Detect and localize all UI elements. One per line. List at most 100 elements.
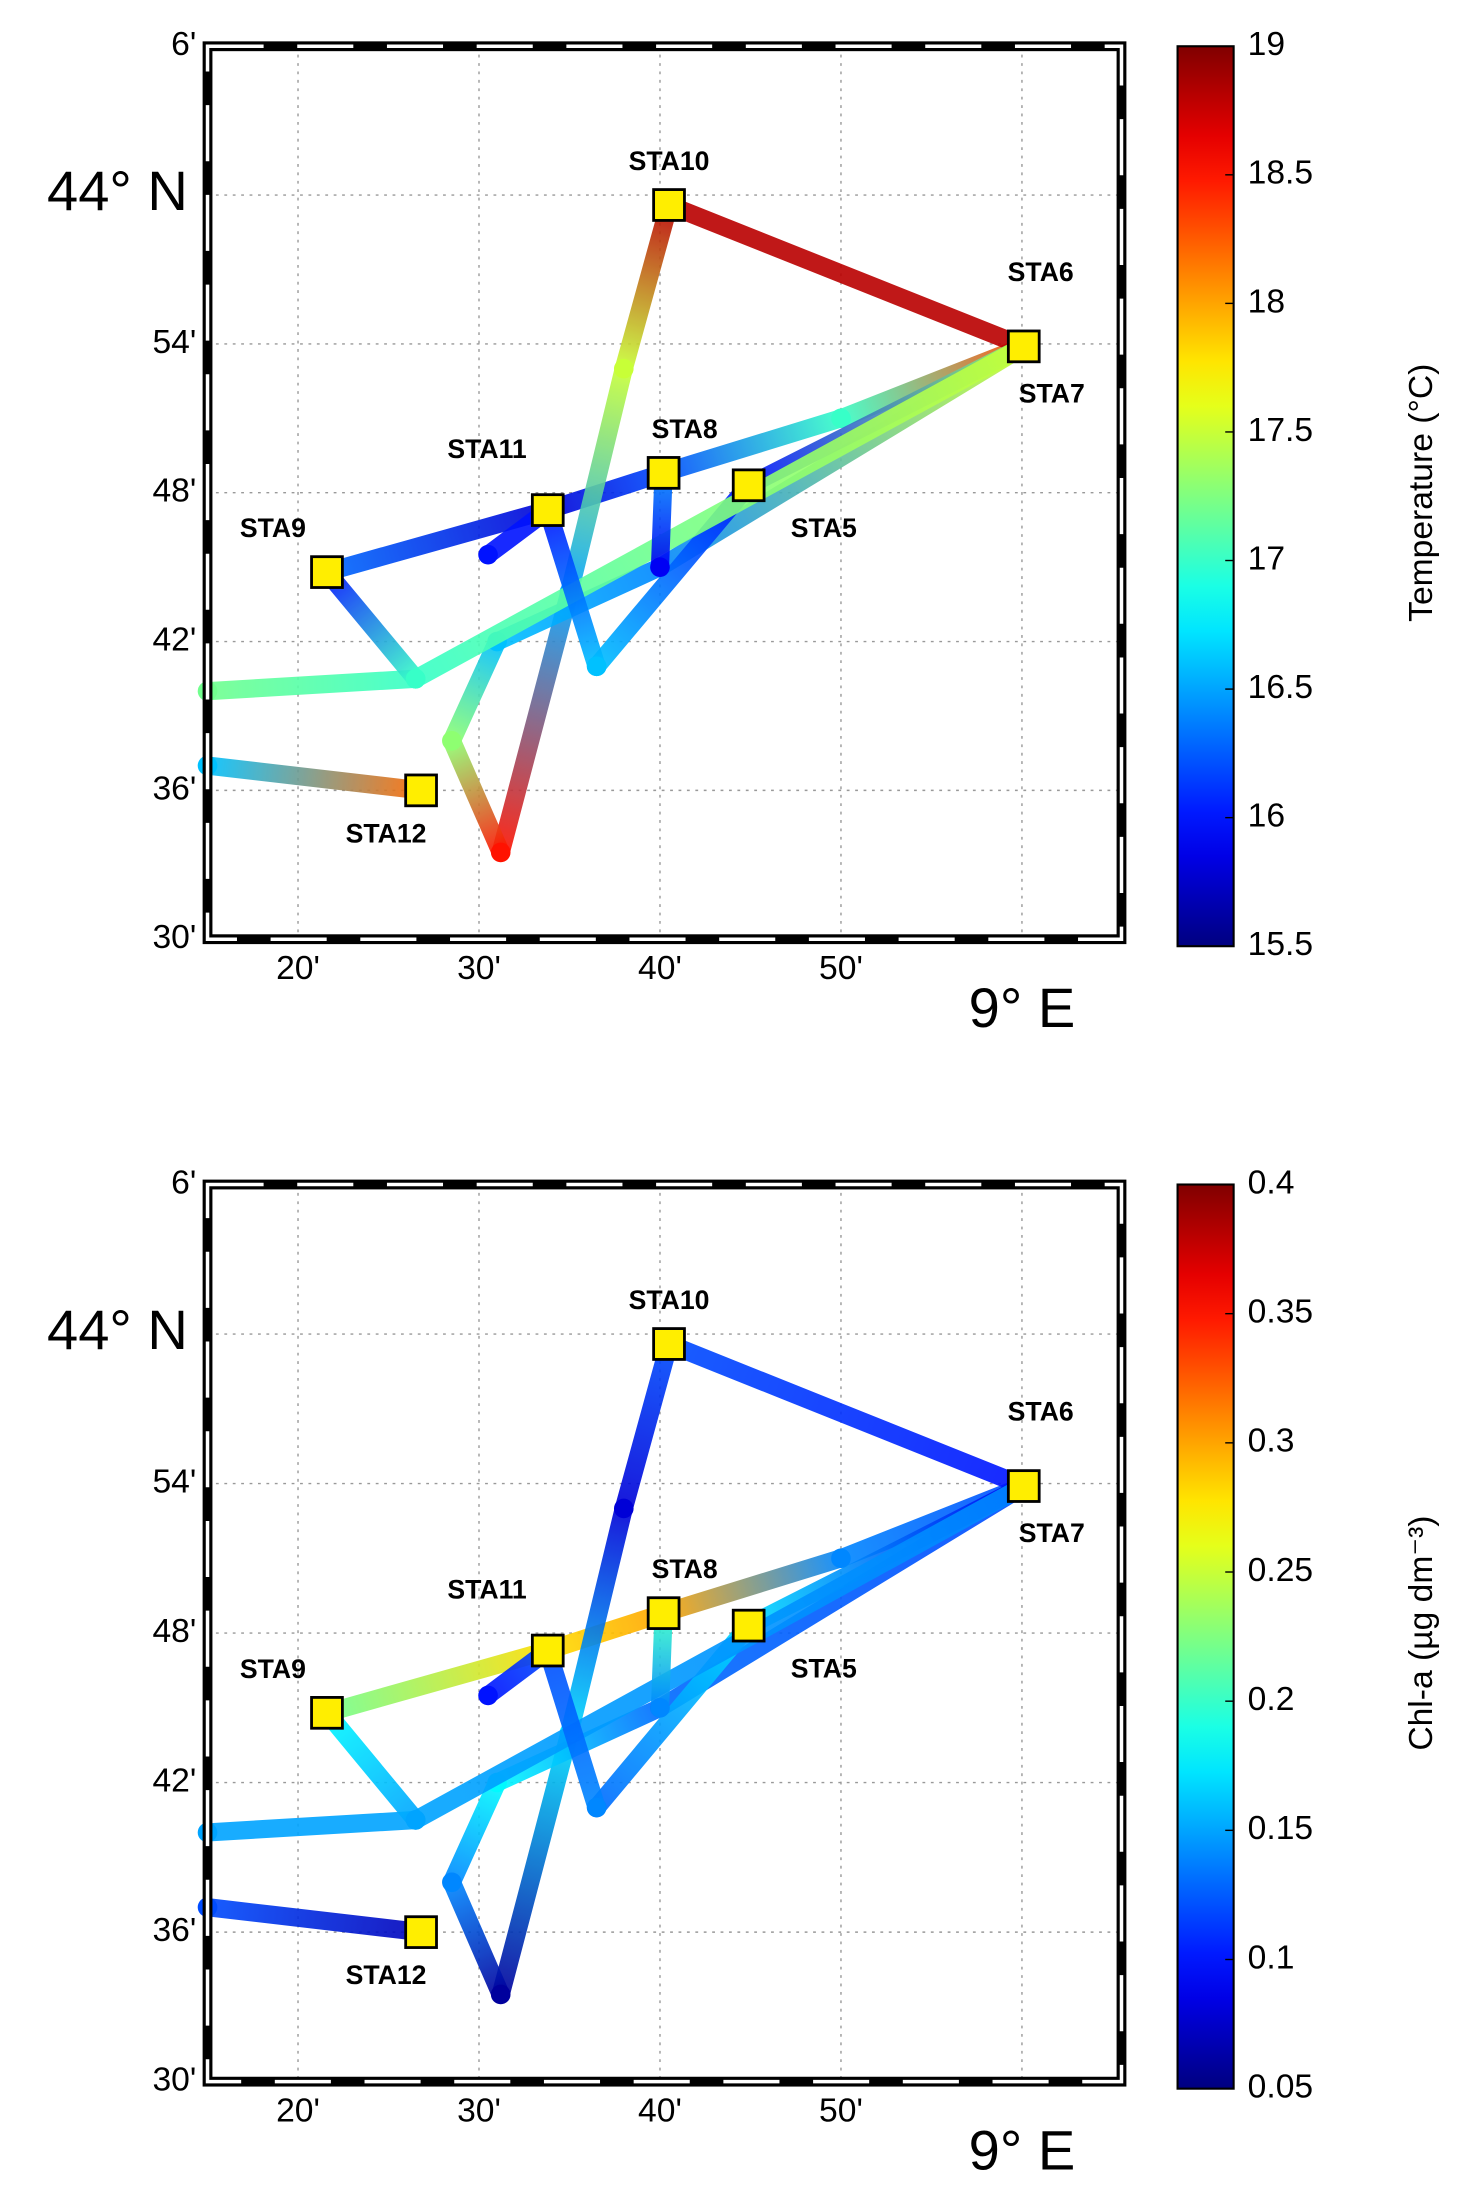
colorbar-tick-label: 15.5 (1248, 926, 1313, 963)
track-point (490, 1984, 511, 2005)
track-point (478, 1685, 498, 1706)
colorbar-tick-label: 18 (1248, 283, 1285, 320)
station-marker (1006, 329, 1041, 364)
station-marker (404, 1915, 438, 1949)
track-point (586, 1797, 607, 1818)
station-label: STA6 (1008, 257, 1074, 287)
track-segment (538, 1641, 606, 1817)
track-segment (317, 1641, 557, 1722)
station-label: STA11 (447, 434, 527, 464)
track-segment (317, 562, 425, 688)
track-segment (538, 500, 606, 676)
station-label: STA7 (1019, 378, 1085, 408)
track-segment (198, 756, 431, 800)
y-tick-label: 44° N (47, 1298, 188, 1361)
colorbar-tick-label: 0.4 (1248, 1164, 1295, 1201)
colorbar (1176, 45, 1235, 948)
colorbar-tick-label: 0.25 (1248, 1552, 1313, 1589)
track-segment (659, 195, 1033, 356)
axes-frame-dash (205, 44, 1124, 941)
station-marker (646, 1596, 681, 1630)
station-label: STA9 (240, 1654, 306, 1684)
track-point (478, 544, 498, 565)
station-marker (731, 468, 766, 503)
track-segment (491, 1723, 579, 2004)
track-segment (614, 1334, 679, 1518)
station-marker (652, 1327, 686, 1361)
track-segment (442, 1873, 510, 2004)
track-point (405, 668, 426, 689)
y-tick-label: 48' (152, 1613, 196, 1650)
station-label: STA5 (791, 1653, 857, 1683)
station-label: STA12 (346, 1960, 427, 1990)
station-label: STA12 (346, 818, 427, 848)
y-tick-label: 36' (152, 1912, 196, 1949)
y-tick-label: 42' (152, 1763, 196, 1800)
colorbar-tick-label: 16.5 (1248, 669, 1313, 706)
station-label: STA9 (240, 513, 306, 543)
station-marker (646, 456, 681, 490)
station-label: STA10 (629, 146, 710, 176)
x-tick-label: 20' (276, 2092, 320, 2129)
track-segment (198, 1898, 431, 1942)
station-marker (1006, 1469, 1041, 1503)
y-tick-label: 54' (152, 1463, 196, 1500)
track-point (405, 1810, 426, 1830)
colorbar-tick-label: 18.5 (1248, 155, 1313, 192)
track-segment (538, 463, 673, 520)
colorbar-label: Temperature (°C) (1403, 364, 1440, 622)
track-point (831, 1548, 851, 1569)
x-tick-label: 30' (457, 2092, 501, 2129)
track-segment (442, 731, 510, 862)
y-tick-label: 44° N (47, 159, 188, 222)
track-point (613, 1498, 634, 1519)
station-marker (404, 773, 438, 808)
station-label: STA7 (1019, 1518, 1085, 1548)
x-tick-label: 9° E (969, 976, 1076, 1039)
x-tick-label: 40' (638, 2092, 682, 2129)
colorbar-tick-label: 0.3 (1248, 1423, 1295, 1460)
map-panel: 20' 30' 40' 50' 9° E 30' 36' 42' 48' 54' 44° N 6' ST… (47, 1164, 1440, 2181)
station-marker (310, 1696, 344, 1730)
x-tick-label: 50' (819, 2092, 863, 2129)
colorbar-tick-label: 19 (1248, 26, 1285, 63)
track-segment (406, 1476, 1033, 1830)
track-segment (659, 1334, 1033, 1496)
track-point (831, 408, 851, 429)
x-tick-label: 30' (457, 950, 501, 987)
track-segment (654, 1549, 851, 1623)
station-marker (530, 493, 565, 527)
station-marker (530, 1633, 565, 1668)
track-segment (538, 1604, 673, 1660)
x-tick-label: 50' (819, 950, 863, 987)
station-label: STA11 (447, 1575, 527, 1605)
track-segment (614, 195, 679, 378)
track-segment (560, 359, 633, 602)
station-label: STA5 (791, 513, 857, 543)
track-point (650, 1698, 670, 1718)
track-segment (491, 582, 579, 862)
station-label: STA10 (629, 1285, 710, 1315)
y-tick-label: 36' (152, 770, 196, 807)
track-segment (317, 1703, 425, 1830)
colorbar (1176, 1183, 1235, 2090)
track-segment (317, 500, 557, 582)
track-point (613, 358, 634, 379)
station-marker (310, 555, 344, 589)
station-marker (731, 1608, 766, 1643)
x-tick-label: 20' (276, 950, 320, 987)
axes-frame-dash (205, 1182, 1124, 2084)
station-label: STA6 (1008, 1397, 1074, 1427)
colorbar-tick-label: 0.05 (1248, 2069, 1313, 2106)
colorbar-tick-label: 0.35 (1248, 1294, 1313, 1331)
colorbar-tick-label: 0.1 (1248, 1939, 1295, 1976)
y-tick-label: 30' (152, 2062, 196, 2099)
y-tick-label: 54' (152, 324, 196, 361)
y-tick-label: 42' (152, 621, 196, 658)
track-point (442, 730, 462, 751)
colorbar-tick-label: 17 (1248, 540, 1285, 577)
colorbar-tick-label: 16 (1248, 798, 1285, 835)
colorbar-tick-label: 17.5 (1248, 412, 1313, 449)
track-segment (442, 632, 507, 750)
